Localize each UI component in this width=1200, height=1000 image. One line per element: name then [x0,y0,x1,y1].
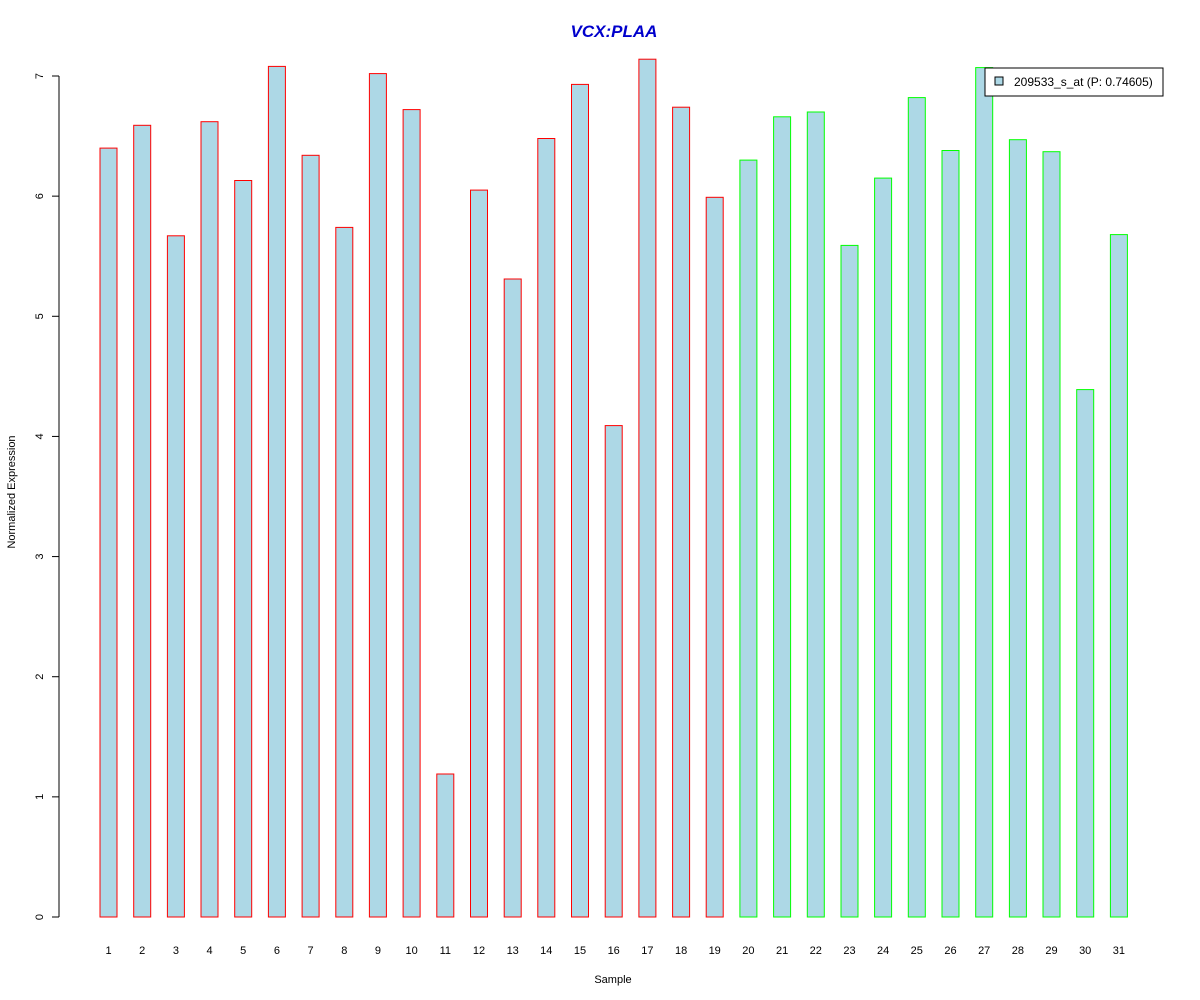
bar-sample-14 [537,138,556,918]
x-tick-label: 10 [405,945,417,957]
bar-sample-27 [975,67,994,918]
legend-box [984,67,1164,97]
x-tick-label: 24 [877,945,889,957]
x-tick-label: 27 [978,945,990,957]
bar-sample-22 [806,111,825,918]
x-tick-label: 11 [440,945,451,957]
x-tick-label: 5 [240,945,246,957]
x-tick-label: 8 [341,945,347,957]
x-tick-label: 16 [608,945,620,957]
x-tick-labels: 1 2 3 4 5 6 7 8 9 10 11 12 13 14 15 16 17 18 19 20 21 22 23 24 2… [105,945,1125,957]
y-tick-label: 6 [34,193,46,199]
bar-sample-29 [1042,151,1061,918]
x-tick-label: 21 [776,945,788,957]
legend-swatch [994,76,1004,86]
y-tick-label: 2 [34,674,46,680]
x-tick-label: 1 [105,945,111,957]
bar-sample-26 [941,150,960,918]
bar-sample-11 [436,773,455,918]
x-tick-label: 26 [944,945,956,957]
bar-sample-17 [638,58,657,918]
y-tick-label: 4 [34,433,46,439]
y-tick-label: 3 [34,554,46,560]
bar-sample-31 [1109,234,1128,918]
bar-sample-2 [133,124,152,918]
y-axis-label: Normalized Expression [6,435,18,548]
x-tick-label: 17 [641,945,653,957]
y-tick-label: 0 [34,914,46,920]
bar-sample-1 [99,147,118,918]
bar-sample-10 [402,109,421,918]
bar-sample-19 [705,196,724,918]
bar-sample-24 [874,177,893,918]
x-tick-label: 31 [1113,945,1125,957]
bar-sample-8 [335,226,354,918]
x-tick-label: 20 [742,945,754,957]
y-tick-label: 5 [34,313,46,319]
x-tick-label: 18 [675,945,687,957]
x-tick-label: 2 [139,945,145,957]
x-tick-label: 22 [810,945,822,957]
x-tick-label: 4 [206,945,212,957]
x-tick-label: 9 [375,945,381,957]
x-tick-label: 29 [1045,945,1057,957]
x-tick-label: 19 [709,945,721,957]
x-axis-label: Sample [594,974,631,986]
x-tick-label: 14 [540,945,552,957]
bar-sample-23 [840,244,859,918]
x-tick-label: 23 [843,945,855,957]
x-tick-label: 28 [1012,945,1024,957]
bar-sample-13 [503,278,522,918]
x-tick-label: 7 [308,945,314,957]
x-tick-label: 25 [911,945,923,957]
bar-sample-6 [267,65,286,918]
legend: 209533_s_at (P: 0.74605) [984,67,1164,97]
x-tick-label: 30 [1079,945,1091,957]
x-tick-label: 15 [574,945,586,957]
chart-title: VCX:PLAA [571,22,658,41]
bar-sample-28 [1008,139,1027,918]
bars-group [99,58,1128,918]
x-tick-label: 6 [274,945,280,957]
bar-sample-5 [234,180,253,918]
bar-sample-25 [907,97,926,918]
bar-sample-15 [571,83,589,918]
bar-sample-18 [672,106,691,918]
bar-sample-20 [739,159,758,918]
bar-sample-3 [166,235,185,918]
x-tick-label: 12 [473,945,485,957]
bar-sample-12 [470,189,488,918]
bar-sample-4 [200,121,219,918]
legend-entry: 209533_s_at (P: 0.74605) [1014,75,1153,89]
y-axis: 0 1 2 3 4 5 6 7 [34,73,60,920]
bar-sample-7 [301,154,320,918]
bar-sample-30 [1076,389,1095,918]
y-tick-label: 1 [34,794,46,800]
bar-sample-9 [368,73,387,918]
x-tick-label: 13 [507,945,519,957]
x-tick-label: 3 [173,945,179,957]
bar-sample-16 [604,425,623,918]
bar-sample-21 [773,116,792,918]
y-tick-label: 7 [34,73,46,79]
